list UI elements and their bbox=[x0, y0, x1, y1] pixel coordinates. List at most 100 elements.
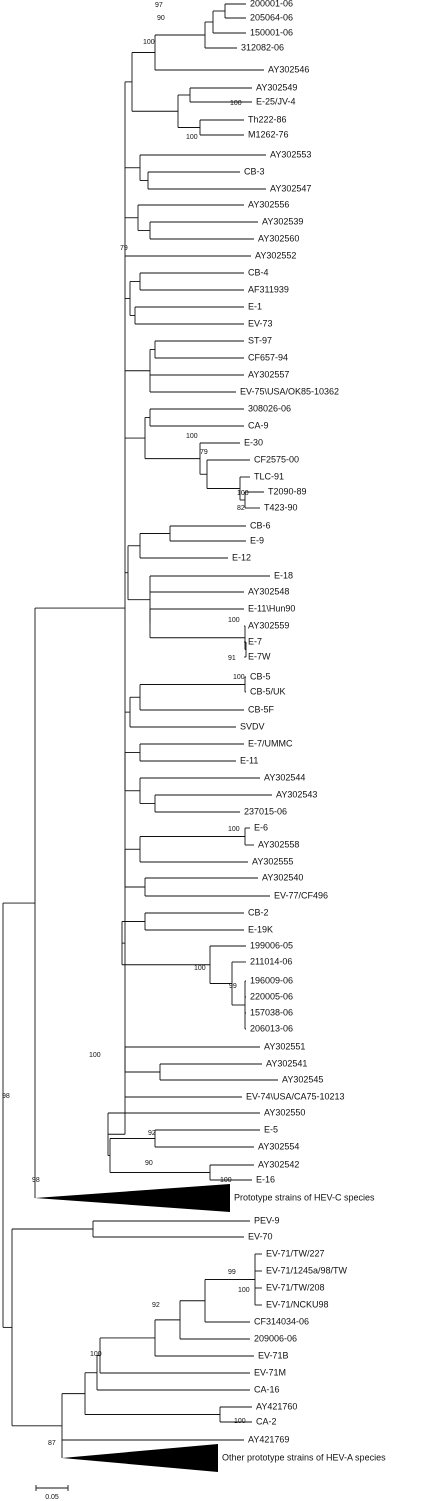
leaf-label: E-6 bbox=[254, 822, 268, 832]
leaf-label: E-16 bbox=[256, 1174, 275, 1184]
leaf-label: AY302546 bbox=[268, 64, 309, 74]
leaf-label: Th222-86 bbox=[248, 114, 287, 124]
leaf-label: AY302545 bbox=[282, 1074, 323, 1084]
bootstrap-value: 100 bbox=[89, 1052, 101, 1059]
bootstrap-value: 100 bbox=[230, 100, 242, 107]
leaf-label: ST-97 bbox=[248, 335, 272, 345]
leaf-label: EV-71M bbox=[254, 1367, 286, 1377]
leaf-label: EV-74\USA/CA75-10213 bbox=[246, 1091, 345, 1101]
leaf-label: EV-71/NCKU98 bbox=[266, 1299, 329, 1309]
leaf-label: AY302560 bbox=[258, 233, 299, 243]
leaf-label: E-7W bbox=[248, 651, 271, 661]
leaf-label: T423-90 bbox=[264, 502, 298, 512]
bootstrap-value: 100 bbox=[233, 674, 245, 681]
bootstrap-value: 90 bbox=[157, 15, 165, 22]
leaf-label: AY302551 bbox=[264, 1041, 305, 1051]
leaf-label: M1262-76 bbox=[248, 129, 289, 139]
leaf-label: 220005-06 bbox=[250, 991, 293, 1001]
leaf-label: E-7/UMMC bbox=[248, 738, 293, 748]
leaf-label: EV-71/TW/227 bbox=[266, 1248, 325, 1258]
leaf-label: E-18 bbox=[274, 570, 293, 580]
leaf-label: AY302559 bbox=[248, 620, 289, 630]
collapsed-clade bbox=[62, 1444, 218, 1472]
leaf-label: SVDV bbox=[240, 721, 265, 731]
leaf-label: E-30 bbox=[244, 437, 263, 447]
collapsed-clade bbox=[35, 1184, 230, 1212]
bootstrap-value: 79 bbox=[200, 449, 208, 456]
leaf-label: AY302549 bbox=[256, 82, 297, 92]
leaf-label: E-25/JV-4 bbox=[256, 96, 296, 106]
leaf-label: CF657-94 bbox=[248, 352, 288, 362]
leaf-label: 196009-06 bbox=[250, 975, 293, 985]
bootstrap-value: 97 bbox=[155, 2, 163, 9]
leaf-label: E-5 bbox=[264, 1124, 278, 1134]
leaf-label: EV-71/TW/208 bbox=[266, 1282, 325, 1292]
bootstrap-value: 99 bbox=[229, 983, 237, 990]
leaf-label: AY421769 bbox=[248, 1434, 289, 1444]
bootstrap-value: 100 bbox=[90, 1351, 102, 1358]
leaf-label: E-12 bbox=[232, 552, 251, 562]
leaf-label: 237015-06 bbox=[244, 806, 287, 816]
bootstrap-value: 92 bbox=[148, 1130, 156, 1137]
leaf-label: CF2575-00 bbox=[254, 454, 299, 464]
bootstrap-value: 100 bbox=[234, 1418, 246, 1425]
leaf-label: TLC-91 bbox=[254, 471, 284, 481]
leaf-label: CF314034-06 bbox=[254, 1316, 309, 1326]
bootstrap-value: 100 bbox=[238, 1287, 250, 1294]
leaf-label: AY302557 bbox=[248, 369, 289, 379]
leaf-label: AY302550 bbox=[264, 1107, 305, 1117]
leaf-label: 308026-06 bbox=[248, 403, 291, 413]
leaf-label: 150001-06 bbox=[250, 27, 293, 37]
leaf-label: AY302544 bbox=[264, 772, 305, 782]
bootstrap-value: 100 bbox=[228, 617, 240, 624]
leaf-label: 199006-05 bbox=[250, 940, 293, 950]
clade-label: Prototype strains of HEV-C species bbox=[234, 1192, 375, 1202]
leaf-label: E-11 bbox=[240, 755, 258, 765]
leaf-label: AY302542 bbox=[258, 1159, 299, 1169]
bootstrap-value: 91 bbox=[228, 655, 236, 662]
leaf-label: CA-16 bbox=[254, 1384, 280, 1394]
leaf-label: EV-77/CF496 bbox=[274, 890, 328, 900]
leaf-label: AY302556 bbox=[248, 199, 289, 209]
bootstrap-value: 92 bbox=[152, 1302, 160, 1309]
bootstrap-value: 99 bbox=[228, 1269, 236, 1276]
leaf-label: 211014-06 bbox=[250, 956, 292, 966]
leaf-label: AY302543 bbox=[276, 789, 317, 799]
leaf-label: AY302558 bbox=[258, 839, 299, 849]
leaf-label: 205064-06 bbox=[250, 12, 293, 22]
clade-label: Other prototype strains of HEV-A species bbox=[222, 1452, 386, 1462]
leaf-label: 157038-06 bbox=[250, 1007, 293, 1017]
leaf-label: AY302548 bbox=[248, 586, 289, 596]
leaf-label: AY302541 bbox=[266, 1058, 307, 1068]
leaf-label: 312082-06 bbox=[241, 42, 284, 52]
leaf-label: CB-2 bbox=[248, 907, 269, 917]
bootstrap-value: 100 bbox=[228, 826, 240, 833]
leaf-label: CB-5/UK bbox=[250, 686, 286, 696]
bootstrap-value: 98 bbox=[2, 1093, 10, 1100]
bootstrap-value: 90 bbox=[145, 1160, 153, 1167]
leaf-label: AY421760 bbox=[256, 1401, 297, 1411]
bootstrap-value: 100 bbox=[194, 965, 206, 972]
leaf-label: AY302547 bbox=[270, 183, 311, 193]
leaf-label: AY302553 bbox=[270, 149, 311, 159]
leaf-label: AY302539 bbox=[262, 216, 303, 226]
bootstrap-value: 100 bbox=[220, 1177, 232, 1184]
leaf-label: 200001-06 bbox=[250, 0, 293, 8]
leaf-label: CB-6 bbox=[250, 520, 271, 530]
leaf-label: AF311939 bbox=[248, 284, 289, 294]
scale-label: 0.05 bbox=[45, 1494, 59, 1501]
leaf-label: T2090-89 bbox=[268, 486, 307, 496]
leaf-label: EV-71B bbox=[258, 1350, 289, 1360]
bootstrap-value: 100 bbox=[186, 134, 198, 141]
bootstrap-value: 100 bbox=[186, 433, 198, 440]
leaf-label: AY302540 bbox=[262, 872, 303, 882]
leaf-label: E-1 bbox=[248, 301, 262, 311]
leaf-label: E-11\Hun90 bbox=[248, 603, 295, 613]
bootstrap-value: 98 bbox=[32, 1177, 40, 1184]
leaf-label: 206013-06 bbox=[250, 1023, 293, 1033]
leaf-label: E-19K bbox=[248, 924, 273, 934]
leaf-label: CA-2 bbox=[256, 1416, 277, 1426]
leaf-label: AY302552 bbox=[255, 250, 296, 260]
bootstrap-value: 100 bbox=[143, 39, 155, 46]
